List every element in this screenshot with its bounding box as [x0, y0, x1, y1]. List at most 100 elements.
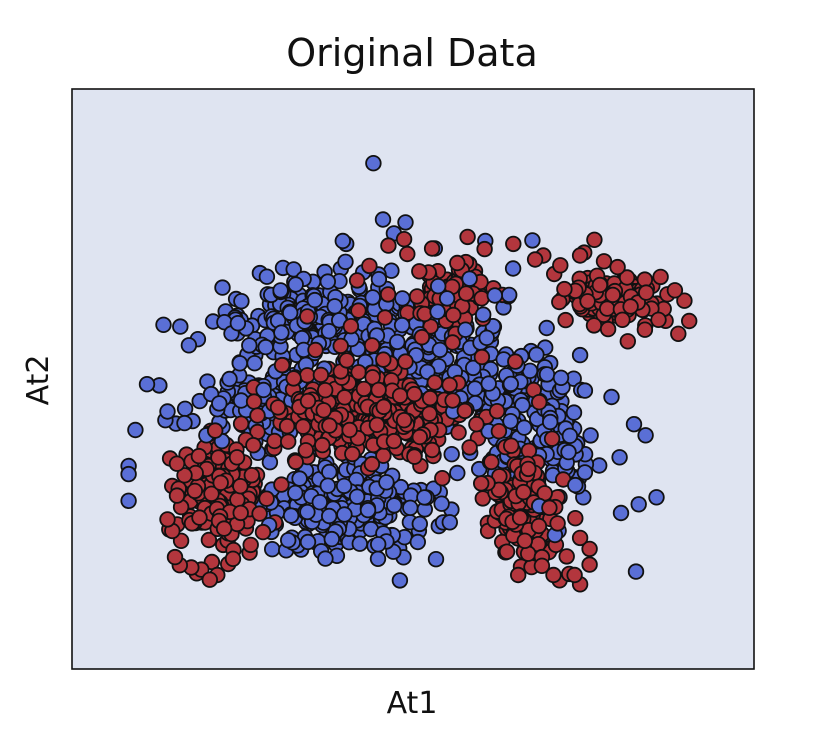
scatter-point: [486, 287, 504, 304]
scatter-point: [264, 541, 281, 558]
scatter-point: [586, 231, 603, 249]
scatter-point: [666, 282, 684, 299]
scatter-point: [291, 470, 308, 487]
scatter-point: [287, 453, 304, 471]
scatter-point: [176, 467, 193, 484]
scatter-point: [468, 416, 485, 433]
scatter-point: [280, 433, 297, 450]
scatter-point: [619, 333, 637, 350]
scatter-point: [229, 315, 247, 332]
scatter-point: [576, 382, 594, 399]
scatter-point: [251, 505, 268, 522]
scatter-point: [326, 298, 343, 315]
scatter-point: [351, 535, 369, 552]
scatter-point: [652, 268, 669, 286]
scatter-point: [159, 403, 176, 420]
scatter-point: [258, 268, 276, 285]
scatter-point: [224, 550, 242, 568]
scatter-point: [214, 279, 231, 296]
scatter-point: [172, 318, 189, 335]
scatter-point: [299, 308, 316, 325]
scatter-point: [520, 460, 537, 478]
scatter-point: [614, 311, 631, 329]
scatter-point: [449, 464, 466, 482]
scatter-point: [458, 285, 475, 302]
scatter-point: [336, 506, 353, 523]
scatter-point: [488, 403, 506, 420]
scatter-point: [397, 214, 414, 231]
scatter-point: [245, 437, 262, 454]
scatter-point: [201, 571, 219, 588]
scatter-point: [676, 292, 693, 309]
scatter-point: [376, 309, 394, 326]
scatter-point: [567, 476, 584, 494]
scatter-point: [287, 484, 304, 502]
scatter-point: [138, 376, 156, 393]
scatter-point: [579, 293, 596, 310]
scatter-point: [285, 370, 302, 387]
scatter-point: [595, 253, 613, 270]
scatter-point: [391, 387, 409, 404]
scatter-point: [461, 270, 478, 287]
scatter-point: [438, 290, 456, 307]
scatter-point: [312, 366, 330, 384]
scatter-point: [394, 290, 411, 307]
scatter-point: [380, 237, 397, 254]
scatter-point: [459, 228, 476, 246]
scatter-point: [249, 407, 266, 424]
scatter-point: [342, 318, 360, 335]
scatter-point: [516, 419, 533, 436]
scatter-point: [618, 269, 636, 286]
scatter-point: [560, 443, 577, 461]
scatter-point: [232, 504, 249, 522]
scatter-point: [421, 389, 439, 407]
scatter-point: [397, 353, 414, 370]
scatter-point: [287, 276, 304, 293]
scatter-point: [427, 551, 445, 568]
scatter-point: [246, 355, 263, 372]
scatter-point: [269, 399, 287, 416]
scatter-point: [215, 520, 233, 537]
scatter-point: [502, 413, 519, 430]
scatter-point: [180, 337, 198, 354]
scatter-point: [566, 566, 583, 584]
y-axis-label: At2: [21, 355, 56, 406]
scatter-point: [473, 348, 491, 366]
scatter-point: [361, 257, 378, 275]
scatter-point: [498, 543, 516, 560]
scatter-point: [334, 232, 352, 250]
scatter-point: [211, 395, 228, 412]
scatter-point: [571, 247, 589, 264]
scatter-point: [531, 394, 548, 411]
scatter-point: [242, 536, 259, 554]
scatter-point: [273, 476, 290, 493]
scatter-point: [533, 557, 551, 575]
scatter-point: [609, 258, 626, 276]
scatter-point: [611, 449, 628, 466]
scatter-point: [307, 341, 324, 359]
scatter-point: [505, 235, 522, 253]
scatter-point: [585, 317, 603, 334]
scatter-point: [282, 304, 299, 322]
scatter-point: [483, 453, 500, 471]
scatter-point: [604, 286, 622, 304]
scatter-point: [335, 477, 353, 495]
scatter-point: [465, 359, 482, 377]
scatter-point: [511, 509, 529, 526]
scatter-point: [622, 298, 639, 315]
scatter-point: [190, 447, 208, 465]
scatter-point: [411, 263, 428, 280]
scatter-point: [257, 338, 274, 356]
scatter-point: [200, 531, 218, 549]
scatter-point: [457, 321, 474, 338]
x-axis-label: At1: [387, 686, 438, 721]
scatter-point: [355, 380, 373, 398]
scatter-point: [426, 374, 444, 391]
scatter-point: [503, 437, 520, 454]
scatter-point: [504, 260, 522, 277]
scatter-point: [245, 393, 263, 410]
scatter-point: [212, 474, 229, 492]
scatter-point: [421, 405, 438, 422]
scatter-point: [538, 366, 556, 383]
scatter-point: [565, 404, 583, 421]
